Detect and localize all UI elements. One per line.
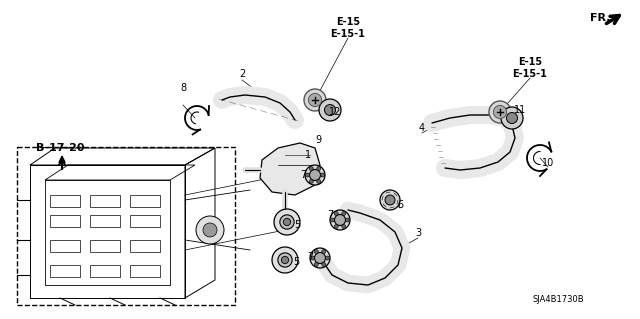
Bar bbox=[130, 195, 160, 207]
Circle shape bbox=[334, 225, 339, 228]
Circle shape bbox=[282, 256, 289, 263]
Text: E-15
E-15-1: E-15 E-15-1 bbox=[331, 17, 365, 39]
Text: 1: 1 bbox=[305, 150, 311, 160]
Text: 12: 12 bbox=[329, 107, 341, 117]
Circle shape bbox=[278, 253, 292, 267]
Circle shape bbox=[196, 216, 224, 244]
Bar bbox=[90, 240, 120, 252]
Text: 4: 4 bbox=[419, 123, 425, 133]
Text: E-15
E-15-1: E-15 E-15-1 bbox=[513, 57, 547, 79]
Bar bbox=[17, 147, 235, 305]
Circle shape bbox=[314, 263, 318, 266]
Bar bbox=[90, 215, 120, 227]
Bar bbox=[130, 265, 160, 277]
Circle shape bbox=[203, 223, 217, 237]
Bar bbox=[90, 265, 120, 277]
Circle shape bbox=[501, 107, 523, 129]
Circle shape bbox=[493, 105, 507, 119]
Circle shape bbox=[304, 89, 326, 111]
Bar bbox=[50, 240, 80, 252]
Text: 3: 3 bbox=[415, 228, 421, 238]
Text: 9: 9 bbox=[315, 135, 321, 145]
Circle shape bbox=[310, 256, 314, 260]
Circle shape bbox=[324, 105, 335, 115]
Text: 7: 7 bbox=[307, 252, 313, 262]
Circle shape bbox=[342, 211, 346, 216]
Circle shape bbox=[280, 215, 294, 229]
Bar bbox=[50, 195, 80, 207]
Text: 5: 5 bbox=[294, 220, 300, 230]
Text: 2: 2 bbox=[239, 69, 245, 79]
Text: FR.: FR. bbox=[589, 13, 611, 23]
Text: 8: 8 bbox=[180, 83, 186, 93]
Circle shape bbox=[284, 219, 291, 226]
Text: 11: 11 bbox=[514, 105, 526, 115]
Text: 10: 10 bbox=[542, 158, 554, 168]
Circle shape bbox=[506, 113, 518, 123]
Circle shape bbox=[305, 165, 325, 185]
Bar bbox=[50, 265, 80, 277]
Circle shape bbox=[330, 210, 350, 230]
Circle shape bbox=[321, 173, 324, 177]
Circle shape bbox=[489, 101, 511, 123]
Circle shape bbox=[314, 249, 318, 254]
Circle shape bbox=[310, 248, 330, 268]
Circle shape bbox=[380, 190, 400, 210]
Circle shape bbox=[385, 195, 395, 205]
Circle shape bbox=[310, 169, 321, 181]
Circle shape bbox=[335, 214, 346, 226]
Circle shape bbox=[346, 218, 349, 222]
Circle shape bbox=[326, 256, 330, 260]
Circle shape bbox=[274, 209, 300, 235]
Text: 7: 7 bbox=[300, 170, 306, 180]
Circle shape bbox=[322, 249, 326, 254]
Polygon shape bbox=[260, 143, 320, 195]
Bar bbox=[130, 215, 160, 227]
Circle shape bbox=[317, 167, 321, 170]
Circle shape bbox=[308, 93, 322, 107]
Circle shape bbox=[305, 173, 310, 177]
Circle shape bbox=[309, 180, 313, 183]
Bar bbox=[90, 195, 120, 207]
Text: 5: 5 bbox=[293, 257, 299, 267]
Circle shape bbox=[309, 167, 313, 170]
Text: B-17-20: B-17-20 bbox=[36, 143, 84, 153]
Circle shape bbox=[319, 99, 341, 121]
Text: SJA4B1730B: SJA4B1730B bbox=[532, 295, 584, 305]
Circle shape bbox=[342, 225, 346, 228]
Bar bbox=[50, 215, 80, 227]
Circle shape bbox=[330, 218, 335, 222]
Text: 6: 6 bbox=[397, 200, 403, 210]
Circle shape bbox=[314, 253, 326, 263]
Circle shape bbox=[334, 211, 339, 216]
Text: 7: 7 bbox=[327, 210, 333, 220]
Circle shape bbox=[272, 247, 298, 273]
Bar bbox=[130, 240, 160, 252]
Circle shape bbox=[317, 180, 321, 183]
Circle shape bbox=[322, 263, 326, 266]
